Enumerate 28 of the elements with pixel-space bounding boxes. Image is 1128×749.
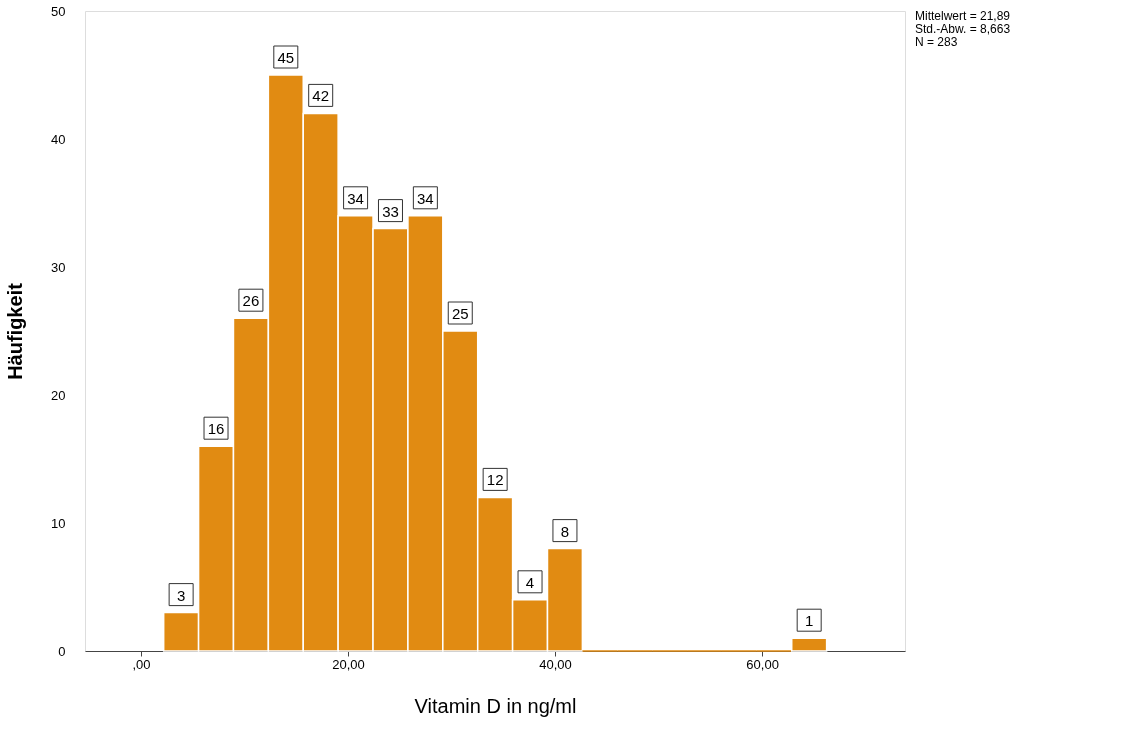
data-label: 12 <box>486 471 504 489</box>
data-label: 16 <box>207 420 225 438</box>
data-label: 3 <box>176 586 186 604</box>
y-axis-title: Häufigkeit <box>4 282 27 380</box>
data-label: 45 <box>277 49 295 66</box>
x-tick-label: 60,00 <box>746 656 779 672</box>
x-axis-title: Vitamin D in ng/ml <box>414 694 577 717</box>
data-label: 4 <box>525 573 535 591</box>
y-tick-label: 10 <box>51 515 66 531</box>
y-tick-label: 50 <box>51 3 66 19</box>
y-tick-label: 0 <box>58 643 66 659</box>
data-label: 25 <box>451 305 469 322</box>
text: Std.-Abw. = 8,663 <box>915 22 1011 36</box>
x-tick-label: ,00 <box>132 656 151 672</box>
data-label: 34 <box>417 189 434 207</box>
data-label: 26 <box>242 292 260 310</box>
data-label: 34 <box>347 189 364 207</box>
y-tick-label: 30 <box>51 259 66 275</box>
x-tick-label: 40,00 <box>539 656 572 672</box>
text: Mittelwert = 21,89 <box>915 9 1011 23</box>
data-label: 42 <box>312 87 330 105</box>
y-tick-label: 20 <box>51 387 66 403</box>
text: N = 283 <box>915 35 958 49</box>
data-label: 8 <box>560 522 570 540</box>
x-tick-label: 20,00 <box>332 656 365 672</box>
y-tick-label: 40 <box>51 131 66 147</box>
data-label: 33 <box>382 202 399 220</box>
data-label: 1 <box>805 612 814 630</box>
